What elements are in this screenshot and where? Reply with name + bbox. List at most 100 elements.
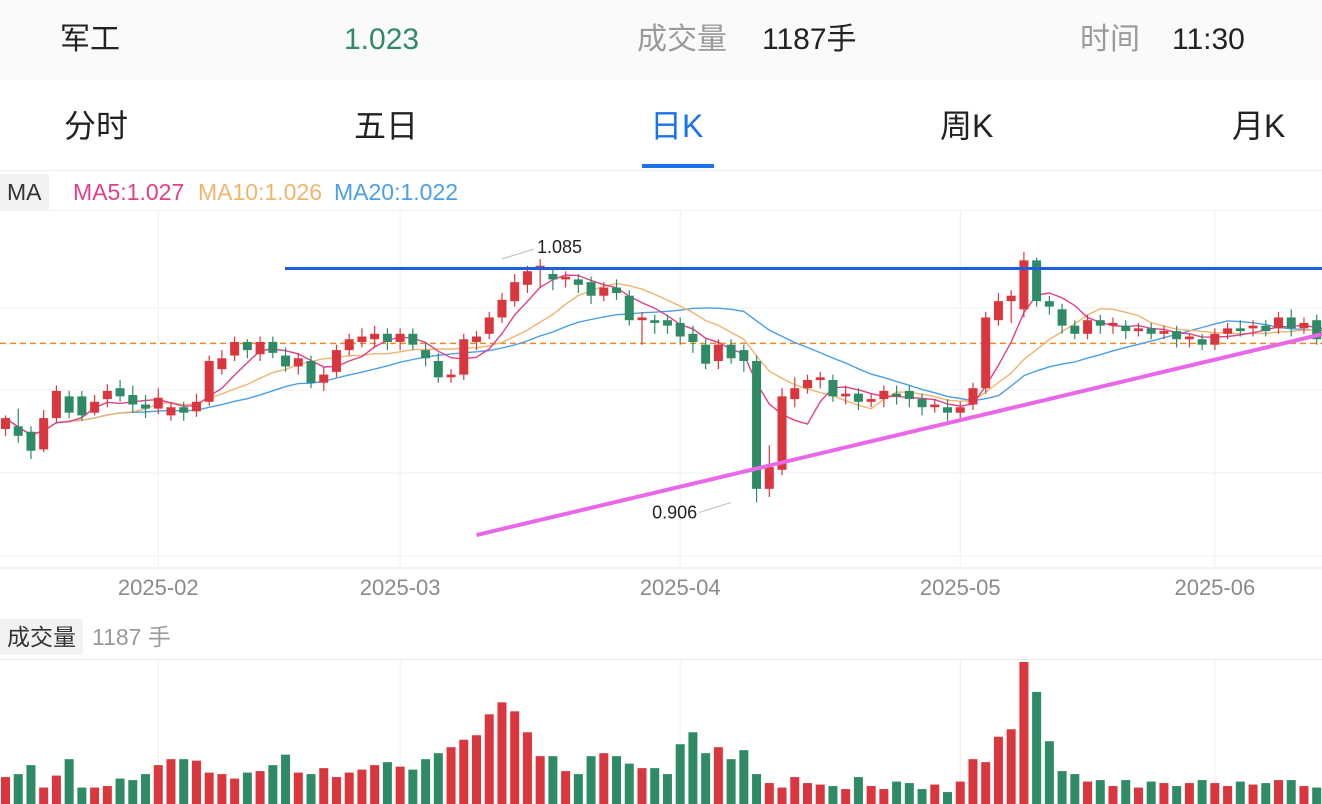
candle: [408, 333, 418, 345]
support-trendline: [476, 332, 1322, 538]
candle: [1108, 322, 1118, 326]
candle: [230, 341, 240, 356]
candle: [1019, 260, 1029, 310]
candle: [395, 333, 405, 342]
candle: [421, 350, 431, 359]
volume-bar: [1159, 783, 1169, 804]
volume-bar: [459, 739, 469, 804]
candle: [522, 271, 532, 285]
candle: [459, 339, 469, 375]
tab-daily-k[interactable]: 日K: [650, 108, 704, 144]
candle: [242, 341, 252, 351]
candle: [382, 333, 392, 342]
volume-bar: [1108, 786, 1118, 804]
volume-legend-value: 1187 手: [92, 624, 171, 650]
volume-bar: [917, 789, 927, 804]
candle: [1032, 260, 1042, 302]
volume-chart[interactable]: [0, 659, 1322, 804]
candle: [433, 361, 443, 378]
candle: [370, 333, 380, 340]
volume-bar: [612, 756, 622, 804]
volume-bar: [662, 774, 672, 804]
candle: [344, 339, 354, 351]
tab-weekly-k[interactable]: 周K: [940, 108, 994, 144]
volume-bar: [968, 759, 978, 804]
candle: [64, 396, 74, 413]
candle: [1070, 325, 1080, 334]
volume-bar: [752, 774, 762, 804]
tab-monthly-k[interactable]: 月K: [1232, 108, 1286, 144]
volume-bar: [1044, 741, 1054, 804]
candle: [128, 395, 138, 405]
candle: [713, 344, 723, 361]
low-annotation: 0.906: [652, 502, 697, 522]
volume-bar: [650, 768, 660, 804]
candle: [357, 336, 367, 342]
candle: [1235, 328, 1245, 332]
volume-bar: [382, 762, 392, 804]
volume-bar: [268, 765, 278, 804]
candle: [802, 380, 812, 389]
volume-bar: [51, 775, 61, 804]
tab-five-day[interactable]: 五日: [354, 108, 419, 144]
x-tick-label: 2025-02: [118, 575, 199, 600]
volume-bar: [726, 759, 736, 804]
volume-bar: [39, 787, 49, 804]
candle: [1006, 295, 1016, 302]
volume-bar: [1172, 786, 1182, 804]
volume-bar: [815, 784, 825, 804]
candle: [1044, 301, 1054, 307]
candle: [1223, 328, 1233, 334]
candle: [446, 374, 456, 378]
candle: [612, 287, 622, 293]
candle: [51, 390, 61, 419]
candle: [1261, 325, 1271, 332]
candle: [1184, 336, 1194, 340]
candle: [102, 390, 112, 400]
volume-bar: [128, 780, 138, 804]
ma20-line: [5, 307, 1322, 436]
time-value: 11:30: [1172, 23, 1245, 56]
candle: [662, 320, 672, 326]
volume-bar: [841, 789, 851, 804]
volume-bar: [1095, 780, 1105, 804]
candle: [179, 407, 189, 413]
x-tick-label: 2025-06: [1174, 575, 1255, 600]
candle: [777, 396, 787, 470]
volume-bar: [1235, 781, 1245, 804]
volume-bar: [64, 759, 74, 804]
volume-bar: [191, 760, 201, 804]
volume-bar: [306, 774, 316, 804]
candle: [281, 355, 291, 367]
volume-bar: [13, 774, 23, 804]
volume-bar: [853, 777, 863, 804]
candle: [141, 404, 151, 409]
candle: [1146, 328, 1156, 334]
x-tick-label: 2025-04: [640, 575, 721, 600]
candle: [650, 320, 660, 323]
volume-bar: [1223, 786, 1233, 804]
volume-bar: [535, 756, 545, 804]
tab-intraday[interactable]: 分时: [64, 108, 129, 144]
ma-tag[interactable]: MA: [0, 174, 49, 210]
volume-bar: [675, 744, 685, 804]
candle: [497, 299, 507, 318]
candle: [77, 396, 87, 416]
candle: [268, 341, 278, 353]
volume-bar: [1019, 662, 1029, 804]
candlestick-chart[interactable]: 2025-02 2025-03 2025-04 2025-05 2025-06 1.085…: [0, 210, 1322, 605]
volume-bar: [981, 762, 991, 804]
candle: [841, 393, 851, 397]
candle: [331, 350, 341, 372]
volume-bar: [586, 756, 596, 804]
last-price: 1.023: [344, 23, 420, 56]
volume-bar: [943, 792, 953, 804]
candle: [599, 287, 609, 296]
active-tab-indicator: [642, 164, 714, 168]
volume-bar: [701, 753, 711, 804]
volume-bar: [370, 765, 380, 804]
candle: [904, 390, 914, 400]
volume-bar: [1210, 783, 1220, 804]
volume-bar: [179, 759, 189, 804]
candle: [637, 317, 647, 321]
